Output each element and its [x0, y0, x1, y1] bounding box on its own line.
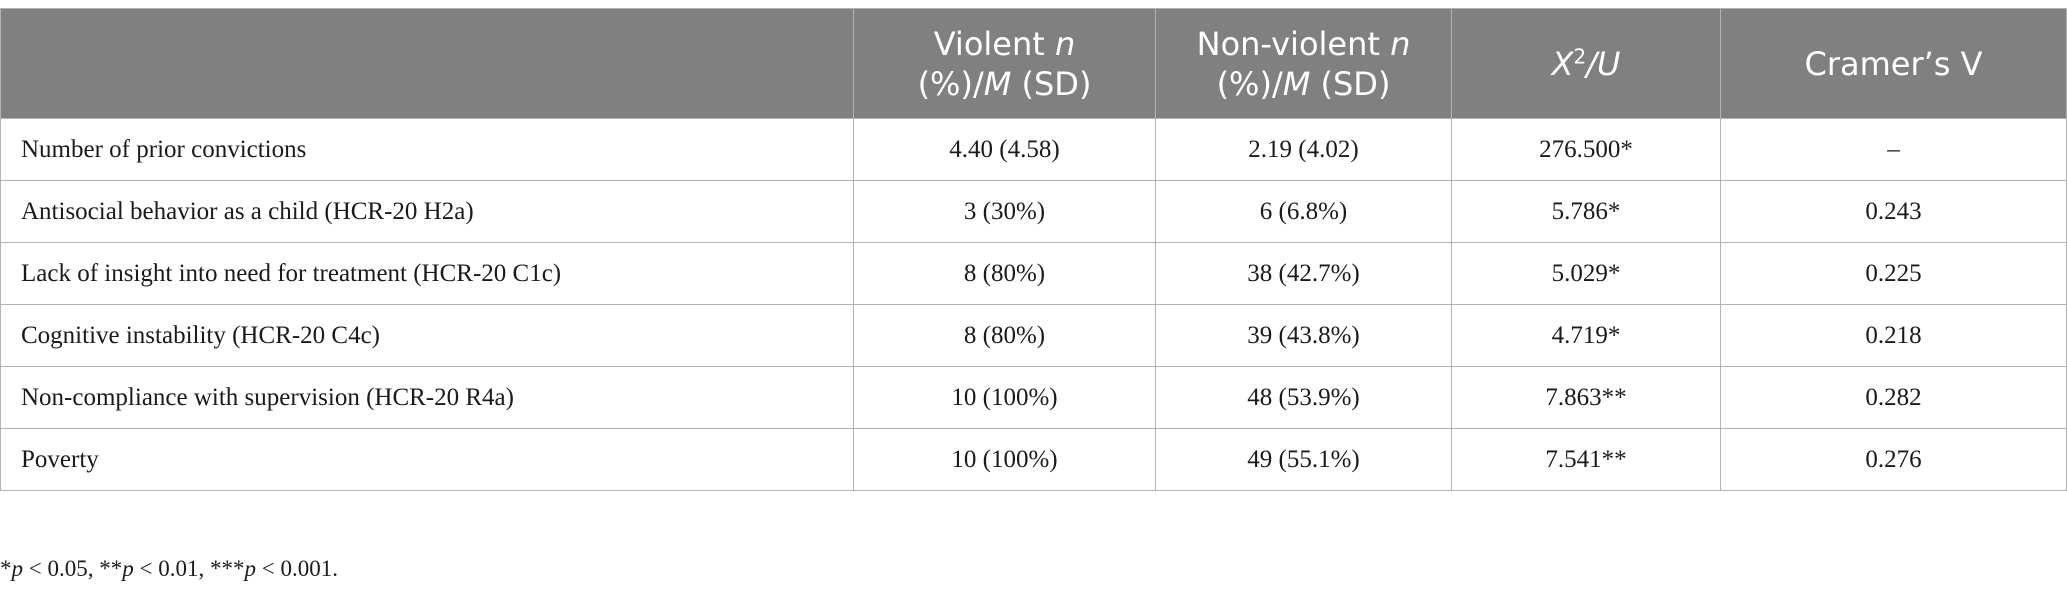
header-variable	[0, 8, 854, 119]
non-violent-value: 39 (43.8%)	[1155, 304, 1452, 367]
test-statistic-value: 4.719*	[1451, 304, 1721, 367]
footnote-part: p	[244, 556, 256, 581]
non-violent-value: 49 (55.1%)	[1155, 428, 1452, 491]
table-row: Antisocial behavior as a child (HCR-20 H…	[0, 180, 2067, 243]
row-label: Poverty	[0, 428, 854, 491]
table-footnote: *p < 0.05, **p < 0.01, ***p < 0.001.	[0, 556, 338, 582]
footnote-part: p	[122, 556, 134, 581]
violent-value: 8 (80%)	[853, 304, 1156, 367]
row-label: Non-compliance with supervision (HCR-20 …	[0, 366, 854, 429]
row-label: Antisocial behavior as a child (HCR-20 H…	[0, 180, 854, 243]
table-row: Number of prior convictions 4.40 (4.58) 2.…	[0, 118, 2067, 181]
non-violent-value: 48 (53.9%)	[1155, 366, 1452, 429]
results-table: Violent n (%)/M (SD) Non-violent n (%)/M (S…	[0, 8, 2067, 491]
violent-value: 10 (100%)	[853, 366, 1156, 429]
header-test-statistic-italic2: /U	[1586, 44, 1621, 83]
row-label: Cognitive instability (HCR-20 C4c)	[0, 304, 854, 367]
table-header: Violent n (%)/M (SD) Non-violent n (%)/M (S…	[0, 8, 2067, 119]
header-row: Violent n (%)/M (SD) Non-violent n (%)/M (S…	[0, 8, 2067, 119]
table-row: Cognitive instability (HCR-20 C4c) 8 (80%…	[0, 304, 2067, 367]
header-cramers-v-pre: Cramer’s V	[1804, 44, 1983, 83]
violent-value: 3 (30%)	[853, 180, 1156, 243]
footnote-part: *	[0, 556, 12, 581]
cramers-v-value: 0.282	[1720, 366, 2067, 429]
row-label: Number of prior convictions	[0, 118, 854, 181]
header-test-statistic-sup: 2	[1573, 43, 1587, 68]
non-violent-value: 38 (42.7%)	[1155, 242, 1452, 305]
non-violent-value: 6 (6.8%)	[1155, 180, 1452, 243]
header-violent-pre: Violent	[933, 24, 1055, 63]
test-statistic-value: 5.786*	[1451, 180, 1721, 243]
table-row: Lack of insight into need for treatment …	[0, 242, 2067, 305]
non-violent-value: 2.19 (4.02)	[1155, 118, 1452, 181]
header-test-statistic-italic1: X	[1551, 44, 1574, 83]
header-non-violent-mid: (%)/	[1216, 64, 1283, 103]
footnote-part: < 0.001.	[255, 556, 338, 581]
row-label: Lack of insight into need for treatment …	[0, 242, 854, 305]
violent-value: 4.40 (4.58)	[853, 118, 1156, 181]
test-statistic-value: 7.863**	[1451, 366, 1721, 429]
violent-value: 8 (80%)	[853, 242, 1156, 305]
header-non-violent-italic1: n	[1390, 24, 1411, 63]
table-row: Non-compliance with supervision (HCR-20 …	[0, 366, 2067, 429]
test-statistic-value: 7.541**	[1451, 428, 1721, 491]
test-statistic-value: 5.029*	[1451, 242, 1721, 305]
header-violent-italic1: n	[1054, 24, 1076, 63]
cramers-v-value: 0.218	[1720, 304, 2067, 367]
header-cramers-v: Cramer’s V	[1720, 8, 2067, 119]
header-violent-post: (SD)	[1011, 64, 1092, 103]
test-statistic-value: 276.500*	[1451, 118, 1721, 181]
violent-value: 10 (100%)	[853, 428, 1156, 491]
cramers-v-value: 0.243	[1720, 180, 2067, 243]
cramers-v-value: –	[1720, 118, 2067, 181]
header-non-violent: Non-violent n (%)/M (SD)	[1155, 8, 1452, 119]
footnote-part: p	[11, 556, 24, 581]
header-non-violent-pre: Non-violent	[1196, 24, 1391, 63]
cramers-v-value: 0.276	[1720, 428, 2067, 491]
header-non-violent-post: (SD)	[1310, 64, 1391, 103]
header-violent-mid: (%)/	[917, 64, 984, 103]
header-violent: Violent n (%)/M (SD)	[853, 8, 1156, 119]
header-test-statistic: X2/U	[1451, 8, 1721, 119]
table-body: Number of prior convictions 4.40 (4.58) 2.…	[0, 118, 2067, 491]
footnote-part: < 0.01, ***	[133, 556, 245, 581]
header-non-violent-italic2: M	[1282, 64, 1311, 103]
table-row: Poverty 10 (100%) 49 (55.1%) 7.541** 0.276	[0, 428, 2067, 491]
cramers-v-value: 0.225	[1720, 242, 2067, 305]
footnote-part: < 0.05, **	[23, 556, 123, 581]
header-violent-italic2: M	[983, 64, 1012, 103]
